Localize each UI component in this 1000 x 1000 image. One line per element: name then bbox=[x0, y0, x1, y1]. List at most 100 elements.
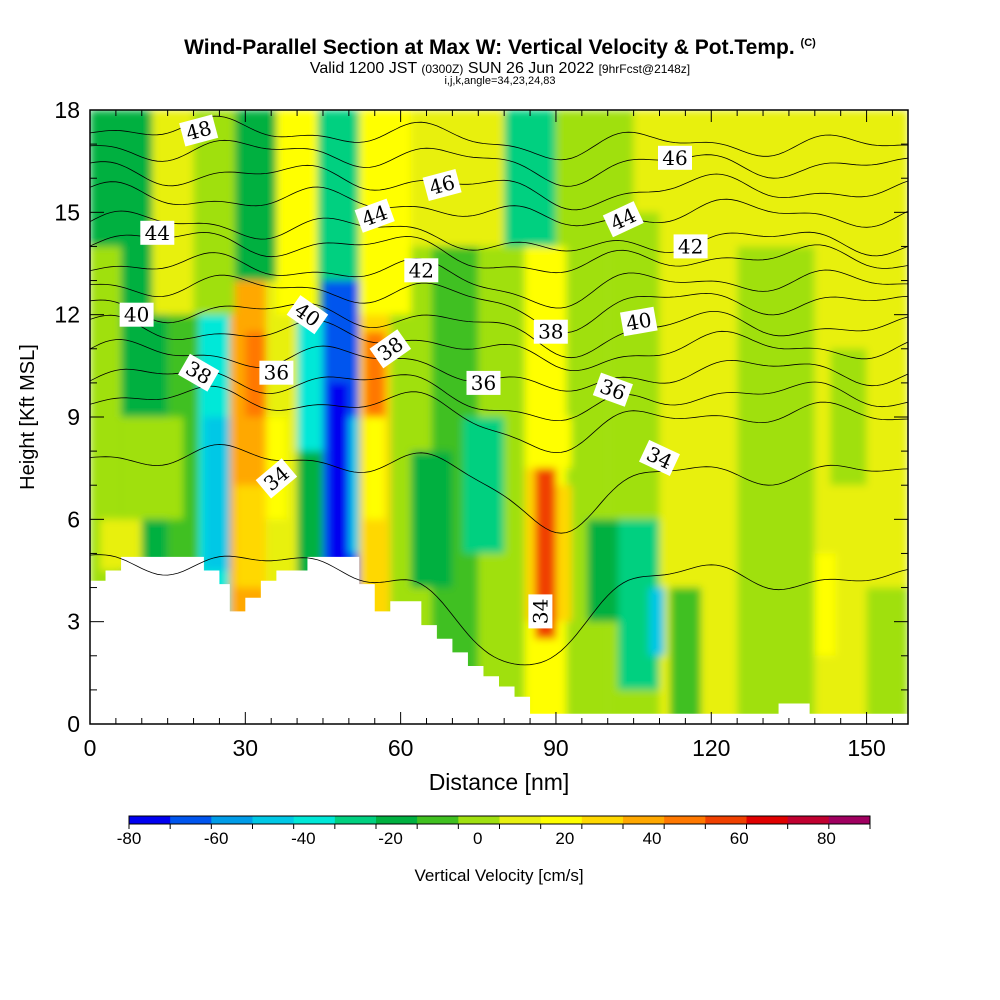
colorbar-tick-label: 40 bbox=[643, 829, 662, 848]
velocity-cell bbox=[814, 553, 836, 656]
colorbar-swatch bbox=[211, 816, 253, 824]
velocity-cell bbox=[234, 485, 267, 588]
colorbar-swatch bbox=[828, 816, 871, 824]
copyright-mark: (C) bbox=[800, 37, 816, 49]
x-tick-label: 30 bbox=[233, 735, 259, 761]
theta-contour-line bbox=[90, 385, 908, 454]
colorbar-tick-label: -60 bbox=[204, 829, 229, 848]
y-axis-label: Height [Kft MSL] bbox=[17, 344, 39, 490]
theta-contour-label-text: 42 bbox=[409, 258, 434, 282]
theta-contour-label-bg bbox=[255, 458, 298, 499]
theta-contour-line bbox=[90, 252, 908, 309]
theta-contour-label-bg bbox=[119, 302, 154, 327]
velocity-cell bbox=[462, 417, 505, 554]
velocity-cell bbox=[245, 331, 267, 417]
theta-contour-label-bg bbox=[259, 360, 294, 385]
velocity-cell bbox=[669, 587, 701, 724]
velocity-cell bbox=[317, 110, 360, 281]
theta-contour-label-bg bbox=[404, 258, 439, 283]
theta-contour-line bbox=[90, 274, 908, 334]
colorbar-swatch bbox=[252, 816, 295, 824]
theta-contour-line bbox=[90, 368, 908, 422]
velocity-cell bbox=[711, 110, 908, 247]
velocity-cell bbox=[121, 417, 184, 520]
theta-contour-label: 40 bbox=[619, 306, 658, 337]
theta-contour-label-bg bbox=[592, 372, 633, 407]
colorbar: -80 -60 -40 -20 0 20 40 60 80 bbox=[117, 815, 871, 848]
theta-contour-label-text: 40 bbox=[124, 303, 149, 327]
colorbar-swatch bbox=[376, 816, 418, 824]
theta-contour-label-bg bbox=[422, 169, 462, 201]
colorbar-swatch bbox=[746, 816, 789, 824]
theta-contour-label: 34 bbox=[528, 594, 553, 629]
colorbar-tick-label: 20 bbox=[555, 829, 574, 848]
colorbar-swatch bbox=[129, 816, 171, 824]
chart-subtitle: Valid 1200 JST (0300Z) SUN 26 Jun 2022 [… bbox=[0, 60, 1000, 78]
grid-indices: i,j,k,angle=34,23,24,83 bbox=[444, 75, 556, 87]
velocity-cell bbox=[364, 417, 386, 520]
forecast-info: [9hrFcst@2148z] bbox=[598, 62, 691, 76]
y-tick-label: 9 bbox=[67, 404, 80, 430]
velocity-cell bbox=[297, 314, 323, 452]
velocity-cell bbox=[348, 417, 360, 554]
theta-contour-line bbox=[90, 314, 908, 371]
theta-contour-label-bg bbox=[179, 114, 219, 147]
colorbar-swatch bbox=[293, 816, 336, 824]
colorbar-tick-label: -80 bbox=[117, 829, 142, 848]
terrain bbox=[90, 556, 908, 724]
theta-contour-label: 38 bbox=[533, 319, 568, 344]
colorbar-swatch bbox=[417, 816, 459, 824]
velocity-cell bbox=[649, 587, 665, 656]
theta-contour-label-bg bbox=[369, 329, 412, 369]
theta-contour-label: 46 bbox=[658, 145, 692, 170]
velocity-cell bbox=[587, 519, 619, 622]
chart-title-text: Wind-Parallel Section at Max W: Vertical… bbox=[184, 36, 795, 59]
colorbar-swatch bbox=[581, 816, 624, 824]
theta-contour-line bbox=[90, 299, 908, 359]
x-tick-label: 90 bbox=[543, 735, 569, 761]
theta-contour-line bbox=[90, 181, 908, 228]
theta-contour-label-bg bbox=[619, 306, 658, 337]
x-tick-label: 150 bbox=[847, 735, 885, 761]
y-tick-label: 18 bbox=[54, 97, 80, 123]
theta-contour-line bbox=[90, 444, 908, 534]
theta-contour-label: 36 bbox=[259, 360, 294, 385]
theta-contour-label: 42 bbox=[673, 234, 708, 259]
velocity-cell bbox=[328, 382, 349, 571]
velocity-cell bbox=[276, 110, 318, 315]
velocity-cell bbox=[524, 417, 572, 469]
y-tick-label: 12 bbox=[54, 302, 80, 328]
velocity-cell bbox=[555, 485, 572, 622]
theta-contour-label-bg bbox=[177, 353, 220, 392]
chart-title: Wind-Parallel Section at Max W: Vertical… bbox=[0, 36, 1000, 60]
y-tick-label: 15 bbox=[54, 199, 80, 225]
theta-contour-label-bg bbox=[533, 319, 568, 344]
theta-contour-label-text: 34 bbox=[528, 599, 552, 624]
colorbar-swatch bbox=[334, 816, 377, 824]
theta-contour-line bbox=[90, 554, 908, 666]
colorbar-label: Vertical Velocity [cm/s] bbox=[414, 866, 583, 885]
colorbar-tick-label: 0 bbox=[473, 829, 482, 848]
theta-contour-label: 42 bbox=[404, 258, 439, 283]
colorbar-swatch bbox=[499, 816, 542, 824]
theta-contour-label-bg bbox=[639, 439, 680, 476]
theta-contour-label-text: 36 bbox=[471, 371, 496, 395]
colorbar-swatch bbox=[664, 816, 706, 824]
valid-zulu: (0300Z) bbox=[421, 62, 464, 76]
colorbar-swatch bbox=[170, 816, 212, 824]
theta-contours bbox=[90, 115, 908, 666]
theta-contour-label-text: 38 bbox=[538, 320, 563, 344]
theta-contour-label-bg bbox=[528, 594, 553, 629]
theta-contour-label-text: 40 bbox=[624, 307, 653, 335]
x-axis-label: Distance [nm] bbox=[429, 769, 570, 795]
valid-time: Valid 1200 JST bbox=[309, 60, 417, 77]
theta-contour-line bbox=[90, 161, 908, 211]
theta-contour-label-bg bbox=[140, 220, 175, 245]
velocity-cell bbox=[410, 451, 453, 588]
colorbar-tick-label: 80 bbox=[817, 829, 836, 848]
terrain-fill bbox=[90, 556, 908, 724]
theta-contour-label-bg bbox=[673, 234, 708, 259]
theta-contour-label-text: 42 bbox=[678, 234, 703, 258]
theta-contour-label-text: 44 bbox=[145, 221, 170, 245]
